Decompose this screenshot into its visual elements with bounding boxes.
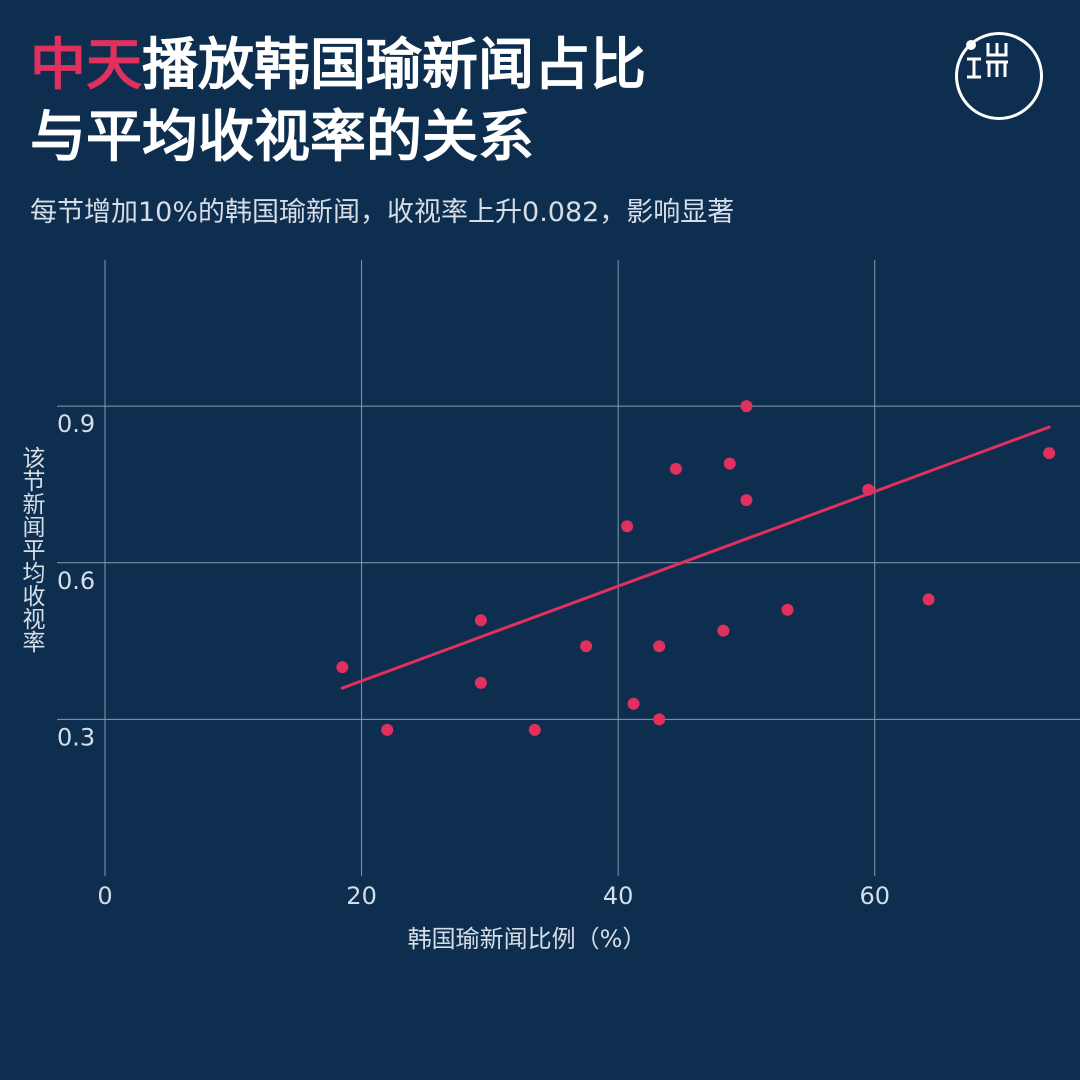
- x-axis-label: 韩国瑜新闻比例（%）: [408, 925, 647, 953]
- title-highlight: 中天: [30, 33, 142, 98]
- y-tick-label: 0.3: [57, 723, 95, 751]
- x-tick-label: 0: [97, 882, 112, 910]
- scatter-point: [621, 520, 634, 533]
- x-tick-label: 20: [346, 882, 377, 910]
- chart-title: 中天播放韩国瑜新闻占比 与平均收视率的关系: [30, 30, 646, 174]
- title-line2: 与平均收视率的关系: [30, 105, 534, 170]
- y-tick-label: 0.9: [57, 410, 95, 438]
- trend-line: [340, 425, 1051, 690]
- scatter-point: [381, 723, 394, 736]
- scatter-point: [474, 676, 487, 689]
- scatter-point: [653, 713, 666, 726]
- y-tick-label: 0.6: [57, 567, 95, 595]
- scatter-point: [740, 494, 753, 507]
- y-axis-label: 该节新闻平均收视率: [18, 446, 44, 653]
- scatter-point: [528, 723, 541, 736]
- scatter-point: [1043, 447, 1056, 460]
- x-tick-label: 40: [603, 882, 634, 910]
- title-line1-rest: 播放韩国瑜新闻占比: [142, 33, 646, 98]
- scatter-point: [669, 462, 682, 475]
- x-tick-label: 60: [859, 882, 890, 910]
- scatter-point: [627, 697, 640, 710]
- scatter-point: [862, 483, 875, 496]
- scatter-point: [653, 640, 666, 653]
- scatter-point: [580, 640, 593, 653]
- scatter-point: [922, 593, 935, 606]
- scatter-point: [723, 457, 736, 470]
- scatter-point: [740, 400, 753, 413]
- scatter-point: [474, 614, 487, 627]
- chart-subtitle: 每节增加10%的韩国瑜新闻，收视率上升0.082，影响显著: [30, 197, 735, 228]
- scatter-point: [781, 603, 794, 616]
- scatter-point: [336, 661, 349, 674]
- scatter-point: [717, 624, 730, 637]
- initium-logo-icon: [955, 32, 1043, 120]
